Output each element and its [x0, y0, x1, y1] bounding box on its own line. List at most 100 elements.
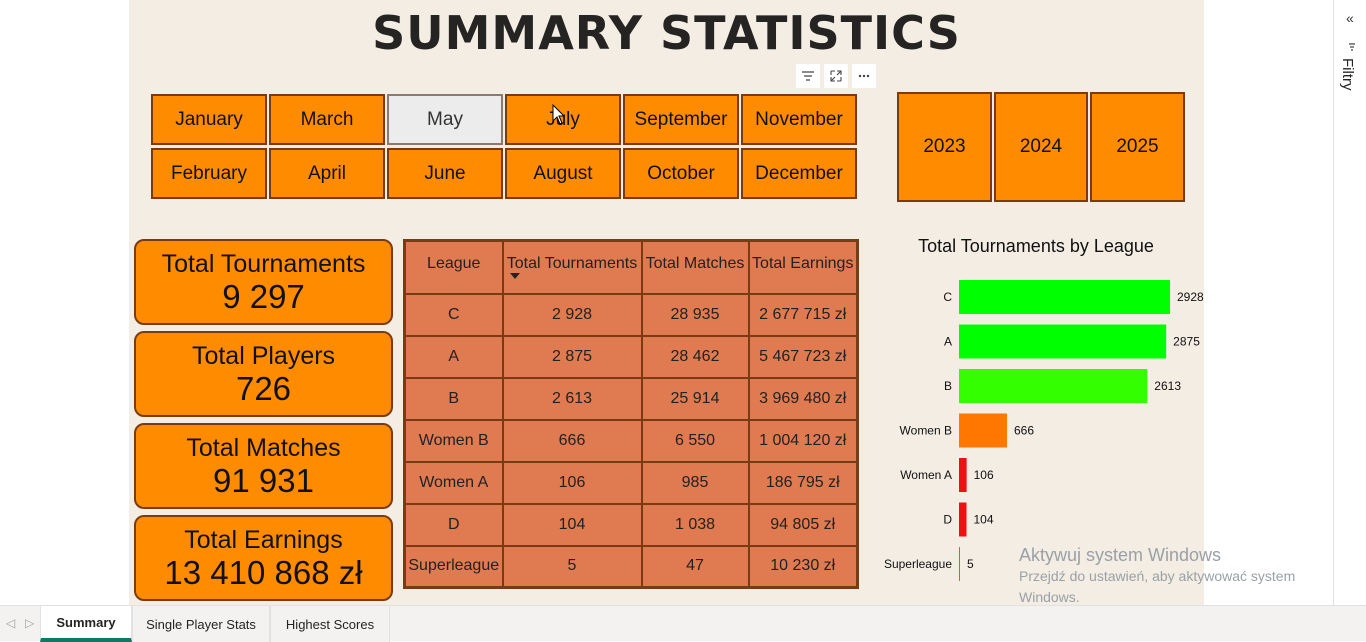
table-row[interactable]: D 104 1 038 94 805 zł — [403, 502, 859, 547]
kpi-card-total-matches: Total Matches 91 931 — [134, 423, 393, 509]
kpi-card-total-players: Total Players 726 — [134, 331, 393, 417]
cell-total-matches: 28 935 — [640, 292, 750, 337]
month-slicer-august[interactable]: August — [505, 148, 621, 199]
filter-pane-icon — [1349, 43, 1355, 51]
bar-c[interactable] — [959, 280, 1170, 314]
year-slicer-2024[interactable]: 2024 — [994, 92, 1088, 202]
bar-superleague[interactable] — [959, 547, 960, 581]
table-row[interactable]: Superleague 5 47 10 230 zł — [403, 544, 859, 589]
table-row[interactable]: A 2 875 28 462 5 467 723 zł — [403, 334, 859, 379]
data-label: 2875 — [1173, 335, 1200, 349]
focus-mode-icon[interactable] — [824, 64, 848, 88]
month-slicer-december[interactable]: December — [741, 148, 857, 199]
data-label: 104 — [973, 513, 993, 527]
month-slicer-june[interactable]: June — [387, 148, 503, 199]
cell-league: B — [403, 376, 504, 421]
visual-header-toolbar — [796, 64, 876, 88]
table-row[interactable]: C 2 928 28 935 2 677 715 zł — [403, 292, 859, 337]
month-slicer-july[interactable]: July — [505, 94, 621, 145]
cell-total-matches: 1 038 — [640, 502, 750, 547]
column-header-league[interactable]: League — [403, 239, 504, 295]
data-label: 106 — [974, 468, 994, 482]
cell-total-tournaments: 104 — [501, 502, 643, 547]
more-options-icon[interactable] — [852, 64, 876, 88]
month-slicer-november[interactable]: November — [741, 94, 857, 145]
tab-single-player-stats[interactable]: Single Player Stats — [132, 606, 270, 642]
tournaments-by-league-chart: C 2928 A 2875 B 2613 Women B 666 Women A 106 D 104 S… — [884, 280, 1204, 581]
table-row[interactable]: Women A 106 985 186 795 zł — [403, 460, 859, 505]
month-slicer-february[interactable]: February — [151, 148, 267, 199]
column-header-total-matches[interactable]: Total Matches — [640, 239, 750, 295]
cell-total-tournaments: 2 613 — [501, 376, 643, 421]
cell-league: A — [403, 334, 504, 379]
tab-scroll-right-icon[interactable]: ▷ — [25, 616, 35, 630]
league-table: League Total Tournaments Total Matches T… — [403, 239, 859, 589]
kpi-label: Total Tournaments — [161, 250, 366, 278]
watermark-subtitle: Przejdź do ustawień, aby aktywować syste… — [1019, 568, 1296, 605]
tab-summary[interactable]: Summary — [40, 606, 132, 642]
data-label: 5 — [967, 557, 974, 571]
windows-activation-watermark: Aktywuj system Windows Przejdź do ustawi… — [1019, 545, 1319, 608]
cell-league: Superleague — [403, 544, 504, 589]
category-label: A — [944, 335, 952, 349]
cell-total-matches: 47 — [640, 544, 750, 589]
month-slicer-january[interactable]: January — [151, 94, 267, 145]
cell-total-earnings: 5 467 723 zł — [747, 334, 859, 379]
month-slicer-september[interactable]: September — [623, 94, 739, 145]
sort-descending-icon — [509, 273, 520, 279]
kpi-value: 13 410 868 zł — [164, 554, 363, 591]
tab-scroll-left-icon[interactable]: ◁ — [6, 616, 16, 630]
filter-icon[interactable] — [796, 64, 820, 88]
month-slicer-march[interactable]: March — [269, 94, 385, 145]
kpi-label: Total Earnings — [184, 526, 343, 554]
cell-total-tournaments: 2 928 — [501, 292, 643, 337]
page-title: SUMMARY STATISTICS — [372, 6, 961, 60]
table-row[interactable]: Women B 666 6 550 1 004 120 zł — [403, 418, 859, 463]
bar-women-b[interactable] — [959, 413, 1007, 448]
bar-b[interactable] — [959, 369, 1148, 403]
cell-total-matches: 28 462 — [640, 334, 750, 379]
month-slicer-may[interactable]: May — [387, 94, 503, 145]
kpi-value: 91 931 — [213, 462, 314, 499]
category-label: D — [943, 513, 952, 527]
tab-highest-scores[interactable]: Highest Scores — [270, 606, 390, 642]
expand-pane-icon[interactable]: « — [1346, 10, 1354, 26]
column-header-label: Total Tournaments — [506, 255, 638, 272]
kpi-label: Total Matches — [186, 434, 341, 462]
bar-a[interactable] — [959, 324, 1167, 359]
data-label: 2928 — [1177, 290, 1204, 304]
filters-pane[interactable]: « Filtry — [1333, 0, 1366, 605]
cell-total-earnings: 2 677 715 zł — [747, 292, 859, 337]
cell-total-earnings: 3 969 480 zł — [747, 376, 859, 421]
cell-total-earnings: 186 795 zł — [747, 460, 859, 505]
cell-league: Women A — [403, 460, 504, 505]
cell-league: C — [403, 292, 504, 337]
column-header-total-tournaments[interactable]: Total Tournaments — [501, 239, 643, 295]
category-label: Women B — [900, 424, 952, 438]
cell-total-tournaments: 2 875 — [501, 334, 643, 379]
cell-total-tournaments: 5 — [501, 544, 643, 589]
table-row[interactable]: B 2 613 25 914 3 969 480 zł — [403, 376, 859, 421]
kpi-label: Total Players — [191, 342, 336, 370]
filters-pane-label[interactable]: Filtry — [1339, 58, 1356, 91]
year-slicer-2023[interactable]: 2023 — [897, 92, 992, 202]
cell-total-matches: 25 914 — [640, 376, 750, 421]
cell-total-earnings: 94 805 zł — [747, 502, 859, 547]
month-slicer-october[interactable]: October — [623, 148, 739, 199]
category-label: B — [944, 379, 952, 393]
mouse-cursor-icon — [552, 104, 566, 125]
bar-d[interactable] — [959, 502, 967, 537]
cell-total-tournaments: 106 — [501, 460, 643, 505]
cell-total-earnings: 10 230 zł — [747, 544, 859, 589]
bar-women-a[interactable] — [959, 458, 967, 492]
kpi-card-total-tournaments: Total Tournaments 9 297 — [134, 239, 393, 325]
data-label: 666 — [1014, 424, 1034, 438]
column-header-total-earnings[interactable]: Total Earnings — [747, 239, 859, 295]
cell-total-earnings: 1 004 120 zł — [747, 418, 859, 463]
cell-league: D — [403, 502, 504, 547]
category-label: Superleague — [884, 557, 952, 571]
data-label: 2613 — [1154, 379, 1181, 393]
table-header-row: League Total Tournaments Total Matches T… — [403, 239, 859, 295]
year-slicer-2025[interactable]: 2025 — [1090, 92, 1185, 202]
month-slicer-april[interactable]: April — [269, 148, 385, 199]
